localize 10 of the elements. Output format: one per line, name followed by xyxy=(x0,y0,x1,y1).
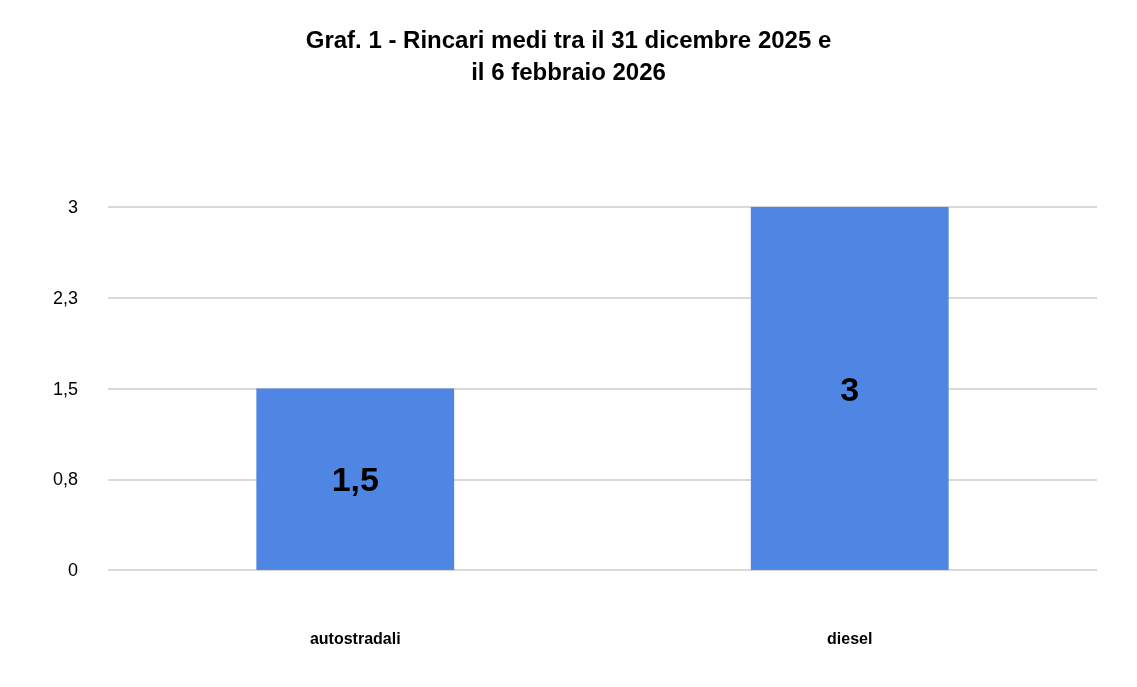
data-label: 3 xyxy=(840,369,860,408)
y-tick-label: 3 xyxy=(67,197,78,217)
x-tick-label: diesel xyxy=(827,629,873,647)
y-tick-label: 2,3 xyxy=(52,287,78,308)
data-label: 1,5 xyxy=(331,460,379,499)
chart-title: Graf. 1 - Rincari medi tra il 31 dicembre 2025 e il 6 febbraio 2026 xyxy=(305,25,832,85)
y-tick-label: 0 xyxy=(67,560,78,580)
y-tick-label: 0,8 xyxy=(52,469,78,490)
x-tick-label: autostradali xyxy=(309,629,401,647)
y-tick-label: 1,5 xyxy=(52,378,78,399)
